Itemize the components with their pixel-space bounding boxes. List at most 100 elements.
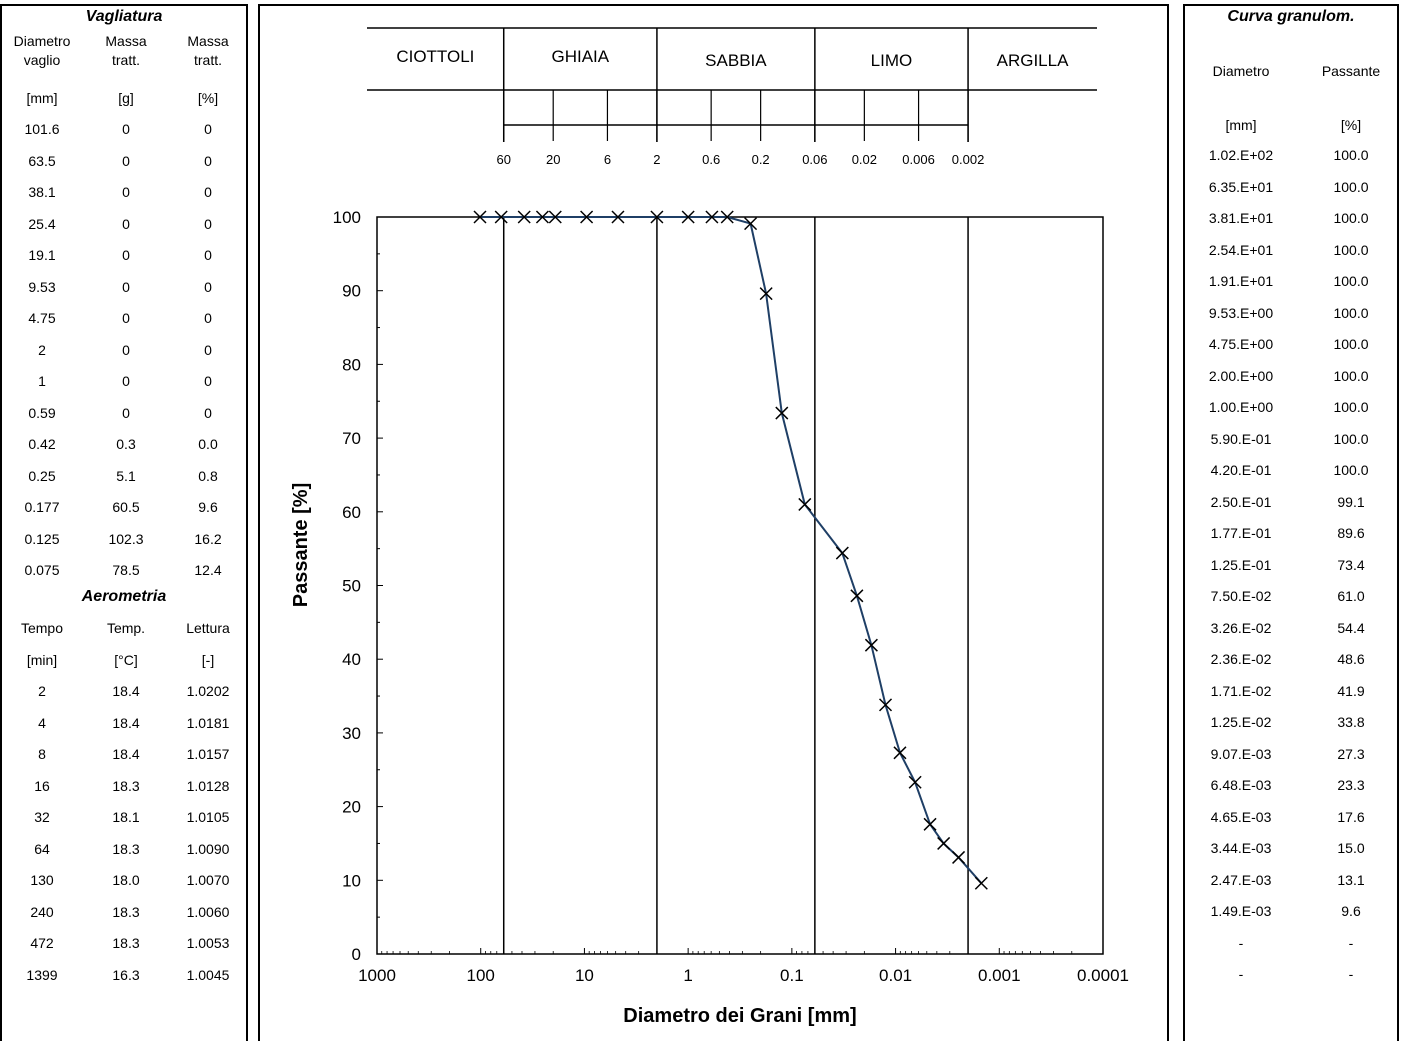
chart-panel — [258, 4, 1169, 1041]
aero-cell: 18.0 — [112, 872, 140, 888]
aero-cell: 18.3 — [112, 777, 140, 794]
curve-cell: 73.4 — [1337, 556, 1365, 573]
sieve-cell: 0 — [204, 215, 212, 232]
curve-cell: 33.8 — [1337, 714, 1365, 730]
curve-cell: - — [1348, 966, 1354, 982]
curve-cell: 4.75.E+00 — [1208, 336, 1274, 352]
aero-cell: 8 — [38, 746, 46, 762]
aero-cell: 18.4 — [112, 683, 140, 699]
curve-cell: 1.00.E+00 — [1208, 399, 1274, 415]
curve-cell: 100.0 — [1333, 462, 1369, 478]
aero-cell: 2 — [38, 683, 46, 699]
sieve-cell: 63.5 — [28, 152, 56, 169]
aero-cell: 18.3 — [112, 935, 140, 951]
sieve-cell: 9.53 — [28, 278, 56, 295]
sieve-cell: 60.5 — [112, 499, 140, 515]
sieve-cell: 0.25 — [28, 467, 56, 484]
sieve-cell: 19.1 — [28, 247, 56, 263]
curve-cell: 41.9 — [1337, 682, 1365, 699]
curve-panel: Curva granulom. Diametro Passante [mm] [%] 1.… — [1183, 4, 1399, 1041]
sieve-cell: 0 — [122, 152, 130, 169]
curve-cell: 17.6 — [1337, 808, 1365, 825]
aero-unit: [-] — [201, 652, 215, 668]
aero-cell: 1399 — [26, 966, 58, 983]
curve-cell: 2.54.E+01 — [1208, 241, 1274, 258]
aero-cell: 18.3 — [112, 903, 140, 920]
curve-cell: 6.48.E-03 — [1210, 777, 1272, 793]
sieve-header: Massa — [187, 33, 229, 49]
sieve-header: tratt. — [111, 52, 140, 68]
sieve-cell: 1 — [38, 373, 46, 389]
sieve-cell: 2 — [38, 341, 46, 358]
aero-cell: 1.0157 — [186, 746, 230, 762]
curve-cell: 100.0 — [1333, 210, 1369, 226]
sieve-header: Diametro — [13, 33, 71, 49]
sieve-cell: 0 — [122, 373, 130, 389]
sieve-cell: 0 — [122, 404, 130, 421]
sieve-cell: 0.0 — [198, 436, 218, 452]
curve-cell: 15.0 — [1337, 840, 1365, 856]
sieve-cell: 0.8 — [198, 467, 218, 484]
curve-cell: 4.65.E-03 — [1210, 808, 1272, 825]
curve-cell: 1.49.E-03 — [1210, 903, 1272, 919]
sieve-header: Massa — [105, 33, 147, 49]
sieve-cell: 0 — [122, 121, 130, 137]
curve-cell: 100.0 — [1333, 147, 1369, 163]
curve-cell: 6.35.E+01 — [1208, 178, 1274, 195]
curve-cell: 100.0 — [1333, 273, 1369, 289]
aero-cell: 1.0090 — [186, 840, 230, 857]
sieve-cell: 0.3 — [116, 436, 136, 452]
aero-cell: 472 — [30, 935, 54, 951]
aero-header: Temp. — [106, 620, 146, 636]
curve-cell: 89.6 — [1337, 525, 1365, 541]
sieve-cell: 0.59 — [28, 404, 56, 421]
aero-cell: 4 — [38, 714, 46, 731]
curve-cell: 5.90.E-01 — [1210, 430, 1272, 447]
sieve-cell: 0 — [204, 373, 212, 389]
aero-cell: 18.1 — [112, 809, 140, 825]
sieve-cell: 0 — [204, 278, 212, 295]
curve-cell: 100.0 — [1333, 304, 1369, 321]
sieve-header: tratt. — [193, 52, 222, 68]
curve-cell: 48.6 — [1337, 651, 1365, 667]
sieve-header: vaglio — [23, 52, 61, 68]
sieve-cell: 9.6 — [198, 499, 218, 515]
curve-cell: - — [1238, 966, 1244, 982]
sieve-cell: 5.1 — [116, 467, 136, 484]
curve-cell: 100.0 — [1333, 367, 1369, 384]
aero-cell: 18.3 — [112, 840, 140, 857]
sieve-cell: 0.125 — [24, 530, 60, 547]
aero-cell: 18.4 — [112, 714, 140, 731]
curve-cell: 2.50.E-01 — [1210, 493, 1272, 510]
curve-cell: 23.3 — [1337, 777, 1365, 793]
aero-header: Lettura — [186, 620, 230, 636]
curve-cell: 3.81.E+01 — [1208, 210, 1274, 226]
curve-cell: 1.77.E-01 — [1210, 525, 1272, 541]
aero-cell: 1.0128 — [186, 777, 230, 794]
curve-cell: 2.00.E+00 — [1208, 367, 1274, 384]
aero-cell: 1.0181 — [186, 714, 230, 731]
curve-cell: 100.0 — [1333, 336, 1369, 352]
aero-title: Aerometria — [81, 588, 167, 605]
curve-unit: [%] — [1340, 117, 1362, 133]
aero-cell: 1.0060 — [186, 903, 230, 920]
curve-cell: 61.0 — [1337, 588, 1365, 604]
curve-cell: 2.36.E-02 — [1210, 651, 1272, 667]
curve-cell: 99.1 — [1337, 493, 1365, 510]
curve-unit: [mm] — [1225, 117, 1257, 133]
sieve-cell: 12.4 — [194, 562, 222, 578]
sieve-cell: 0 — [204, 184, 212, 200]
sieve-cell: 0 — [204, 121, 212, 137]
curve-cell: 1.02.E+02 — [1208, 147, 1274, 163]
curve-cell: 4.20.E-01 — [1210, 462, 1272, 478]
sieve-cell: 38.1 — [28, 184, 56, 200]
aero-cell: 64 — [34, 840, 50, 857]
aero-cell: 1.0053 — [186, 935, 230, 951]
curve-cell: 7.50.E-02 — [1210, 588, 1272, 604]
curve-header: Passante — [1321, 63, 1381, 79]
aero-cell: 1.0045 — [186, 966, 230, 983]
aero-cell: 32 — [34, 809, 50, 825]
aero-cell: 16 — [34, 777, 50, 794]
aero-cell: 1.0070 — [186, 872, 230, 888]
curve-header: Diametro — [1212, 63, 1270, 79]
